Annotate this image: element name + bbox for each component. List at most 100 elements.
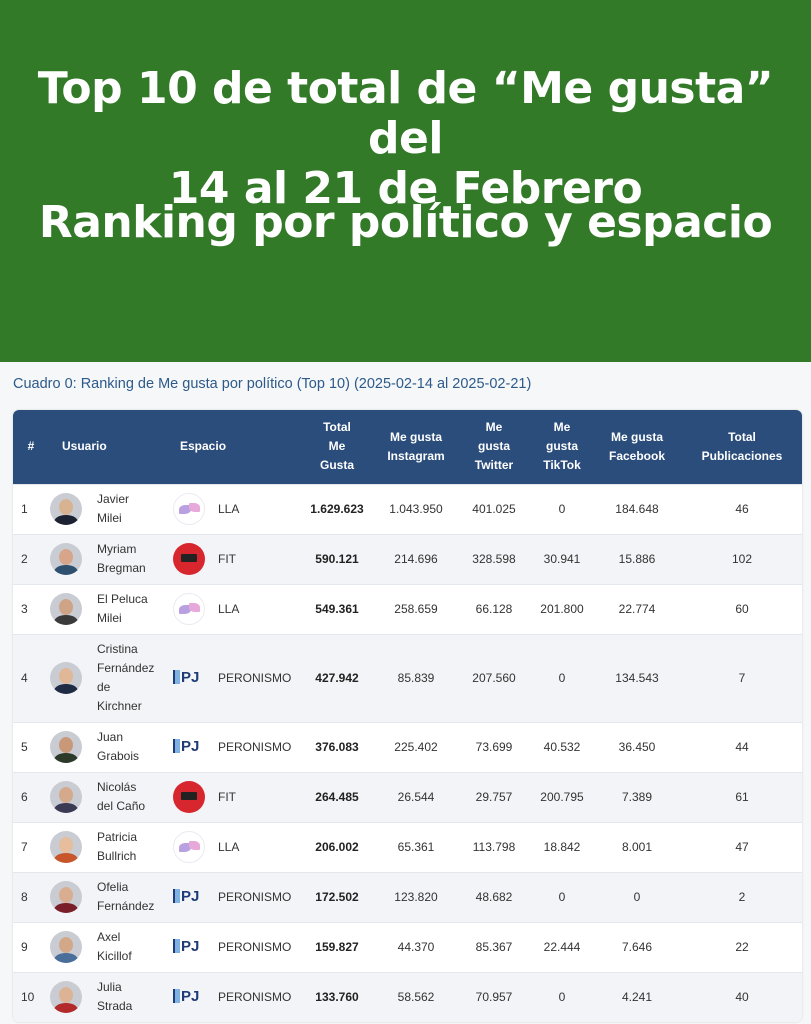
space-cell: PJ PERONISMO [173,972,298,1022]
user-name[interactable]: Nicolás del Caño [97,778,167,816]
user-name[interactable]: Javier Milei [97,490,167,528]
header-rank[interactable]: # [27,439,35,454]
user-cell: El Peluca Milei [49,584,173,634]
total-posts-cell: 60 [735,601,749,616]
space-label: PERONISMO [218,989,292,1004]
tiktok-likes-cell: 40.532 [543,739,581,754]
table-row[interactable]: 8 Ofelia Fernández PJ PERONISMO 172.502 123.82… [13,872,802,922]
fit-logo [173,781,205,813]
avatar[interactable] [50,593,82,625]
total-likes-cell: 264.485 [315,789,359,804]
user-cell: Javier Milei [49,484,173,534]
space-cell: LLA [173,584,298,634]
space-cell: FIT [173,534,298,584]
space-cell: FIT [173,772,298,822]
tiktok-likes-cell: 30.941 [543,551,581,566]
avatar[interactable] [50,831,82,863]
header-twitter-l2: gusta [477,439,510,454]
table-row[interactable]: 5 Juan Grabois PJ PERONISMO 376.083 225.402 73.… [13,722,802,772]
facebook-likes-cell: 0 [633,889,641,904]
user-name[interactable]: Axel Kicillof [97,928,167,966]
header-tiktok-l1: Me [553,420,571,435]
table-row[interactable]: 4 Cristina Fernández de Kirchner PJ PERONISMO 4… [13,634,802,722]
total-posts-cell: 102 [731,551,753,566]
rank-cell: 1 [21,501,28,516]
user-name-line: del Caño [97,799,146,813]
avatar[interactable] [50,493,82,525]
pj-logo: PJ [173,931,205,963]
tiktok-likes-cell: 0 [558,989,566,1004]
user-name-line: Javier [97,492,130,506]
user-name-line: Kirchner [97,699,142,713]
table-row[interactable]: 6 Nicolás del Caño FIT 264.485 26.544 29.757 20… [13,772,802,822]
total-likes-cell: 159.827 [315,939,359,954]
avatar[interactable] [50,981,82,1014]
user-name[interactable]: Patricia Bullrich [97,828,167,866]
banner-title-line2: 14 al 21 de Febrero [168,163,643,214]
twitter-likes-cell: 85.367 [475,939,513,954]
table-row[interactable]: 2 Myriam Bregman FIT 590.121 214.696 328.598 30… [13,534,802,584]
header-posts[interactable]: Total Publicaciones [682,410,802,484]
user-name-line: Juan [97,730,124,744]
tiktok-likes-cell: 200.795 [540,789,584,804]
header-facebook[interactable]: Me gusta Facebook [592,410,682,484]
instagram-likes-cell: 44.370 [397,939,435,954]
header-instagram[interactable]: Me gusta Instagram [376,410,456,484]
user-name[interactable]: Myriam Bregman [97,540,167,578]
avatar[interactable] [50,662,82,694]
space-label: LLA [218,601,240,616]
header-space[interactable]: Espacio [180,439,227,454]
title-banner: Top 10 de total de “Me gusta” del 14 al … [0,0,811,362]
table-header-row: # Usuario Espacio Total Me Gusta Me gust… [13,410,802,484]
user-name[interactable]: Ofelia Fernández [97,878,167,916]
total-posts-cell: 61 [735,789,749,804]
total-likes-cell: 590.121 [315,551,359,566]
header-tiktok[interactable]: Me gusta TikTok [532,410,592,484]
instagram-likes-cell: 123.820 [394,889,438,904]
space-label: FIT [218,551,236,566]
space-label: PERONISMO [218,739,292,754]
rank-cell: 2 [21,551,28,566]
instagram-likes-cell: 58.562 [397,989,435,1004]
user-name[interactable]: El Peluca Milei [97,590,167,628]
user-name[interactable]: Julia Strada [97,978,167,1016]
total-posts-cell: 44 [735,739,749,754]
header-total[interactable]: Total Me Gusta [298,410,376,484]
table-row[interactable]: 9 Axel Kicillof PJ PERONISMO 159.827 44.370 85.… [13,922,802,972]
twitter-likes-cell: 73.699 [475,739,513,754]
header-instagram-l2: Instagram [387,448,445,463]
tiktok-likes-cell: 0 [558,670,566,685]
avatar[interactable] [50,543,82,575]
user-name[interactable]: Juan Grabois [97,728,167,766]
facebook-likes-cell: 7.646 [621,939,653,954]
user-name-line: Grabois [97,749,140,763]
header-twitter[interactable]: Me gusta Twitter [456,410,532,484]
pj-logo: PJ [173,731,205,763]
banner-title: Top 10 de total de “Me gusta” del 14 al … [0,64,811,214]
user-name[interactable]: Cristina Fernández de Kirchner [97,640,167,716]
avatar[interactable] [50,881,82,913]
space-cell: PJ PERONISMO [173,634,298,722]
total-likes-cell: 172.502 [315,889,359,904]
table-row[interactable]: 1 Javier Milei LLA 1.629.623 1.043.950 401.025… [13,484,802,534]
space-label: PERONISMO [218,889,292,904]
user-cell: Nicolás del Caño [49,772,173,822]
avatar[interactable] [50,781,82,813]
tiktok-likes-cell: 18.842 [543,839,581,854]
twitter-likes-cell: 29.757 [475,789,513,804]
instagram-likes-cell: 85.839 [397,670,435,685]
table-row[interactable]: 7 Patricia Bullrich LLA 206.002 65.361 113.798… [13,822,802,872]
instagram-likes-cell: 26.544 [397,789,435,804]
header-facebook-l1: Me gusta [610,429,663,444]
table-row[interactable]: 10 Julia Strada PJ PERONISMO 133.760 58.562 70.… [13,972,802,1022]
twitter-likes-cell: 66.128 [475,601,513,616]
header-user[interactable]: Usuario [62,439,107,454]
total-likes-cell: 376.083 [315,739,359,754]
banner-subtitle: Ranking por político y espacio [38,197,773,248]
header-total-l2: Me [328,439,346,454]
facebook-likes-cell: 4.241 [621,989,653,1004]
header-posts-l1: Total [728,429,756,444]
table-row[interactable]: 3 El Peluca Milei LLA 549.361 258.659 66.128 20… [13,584,802,634]
avatar[interactable] [50,731,82,763]
avatar[interactable] [50,931,82,963]
